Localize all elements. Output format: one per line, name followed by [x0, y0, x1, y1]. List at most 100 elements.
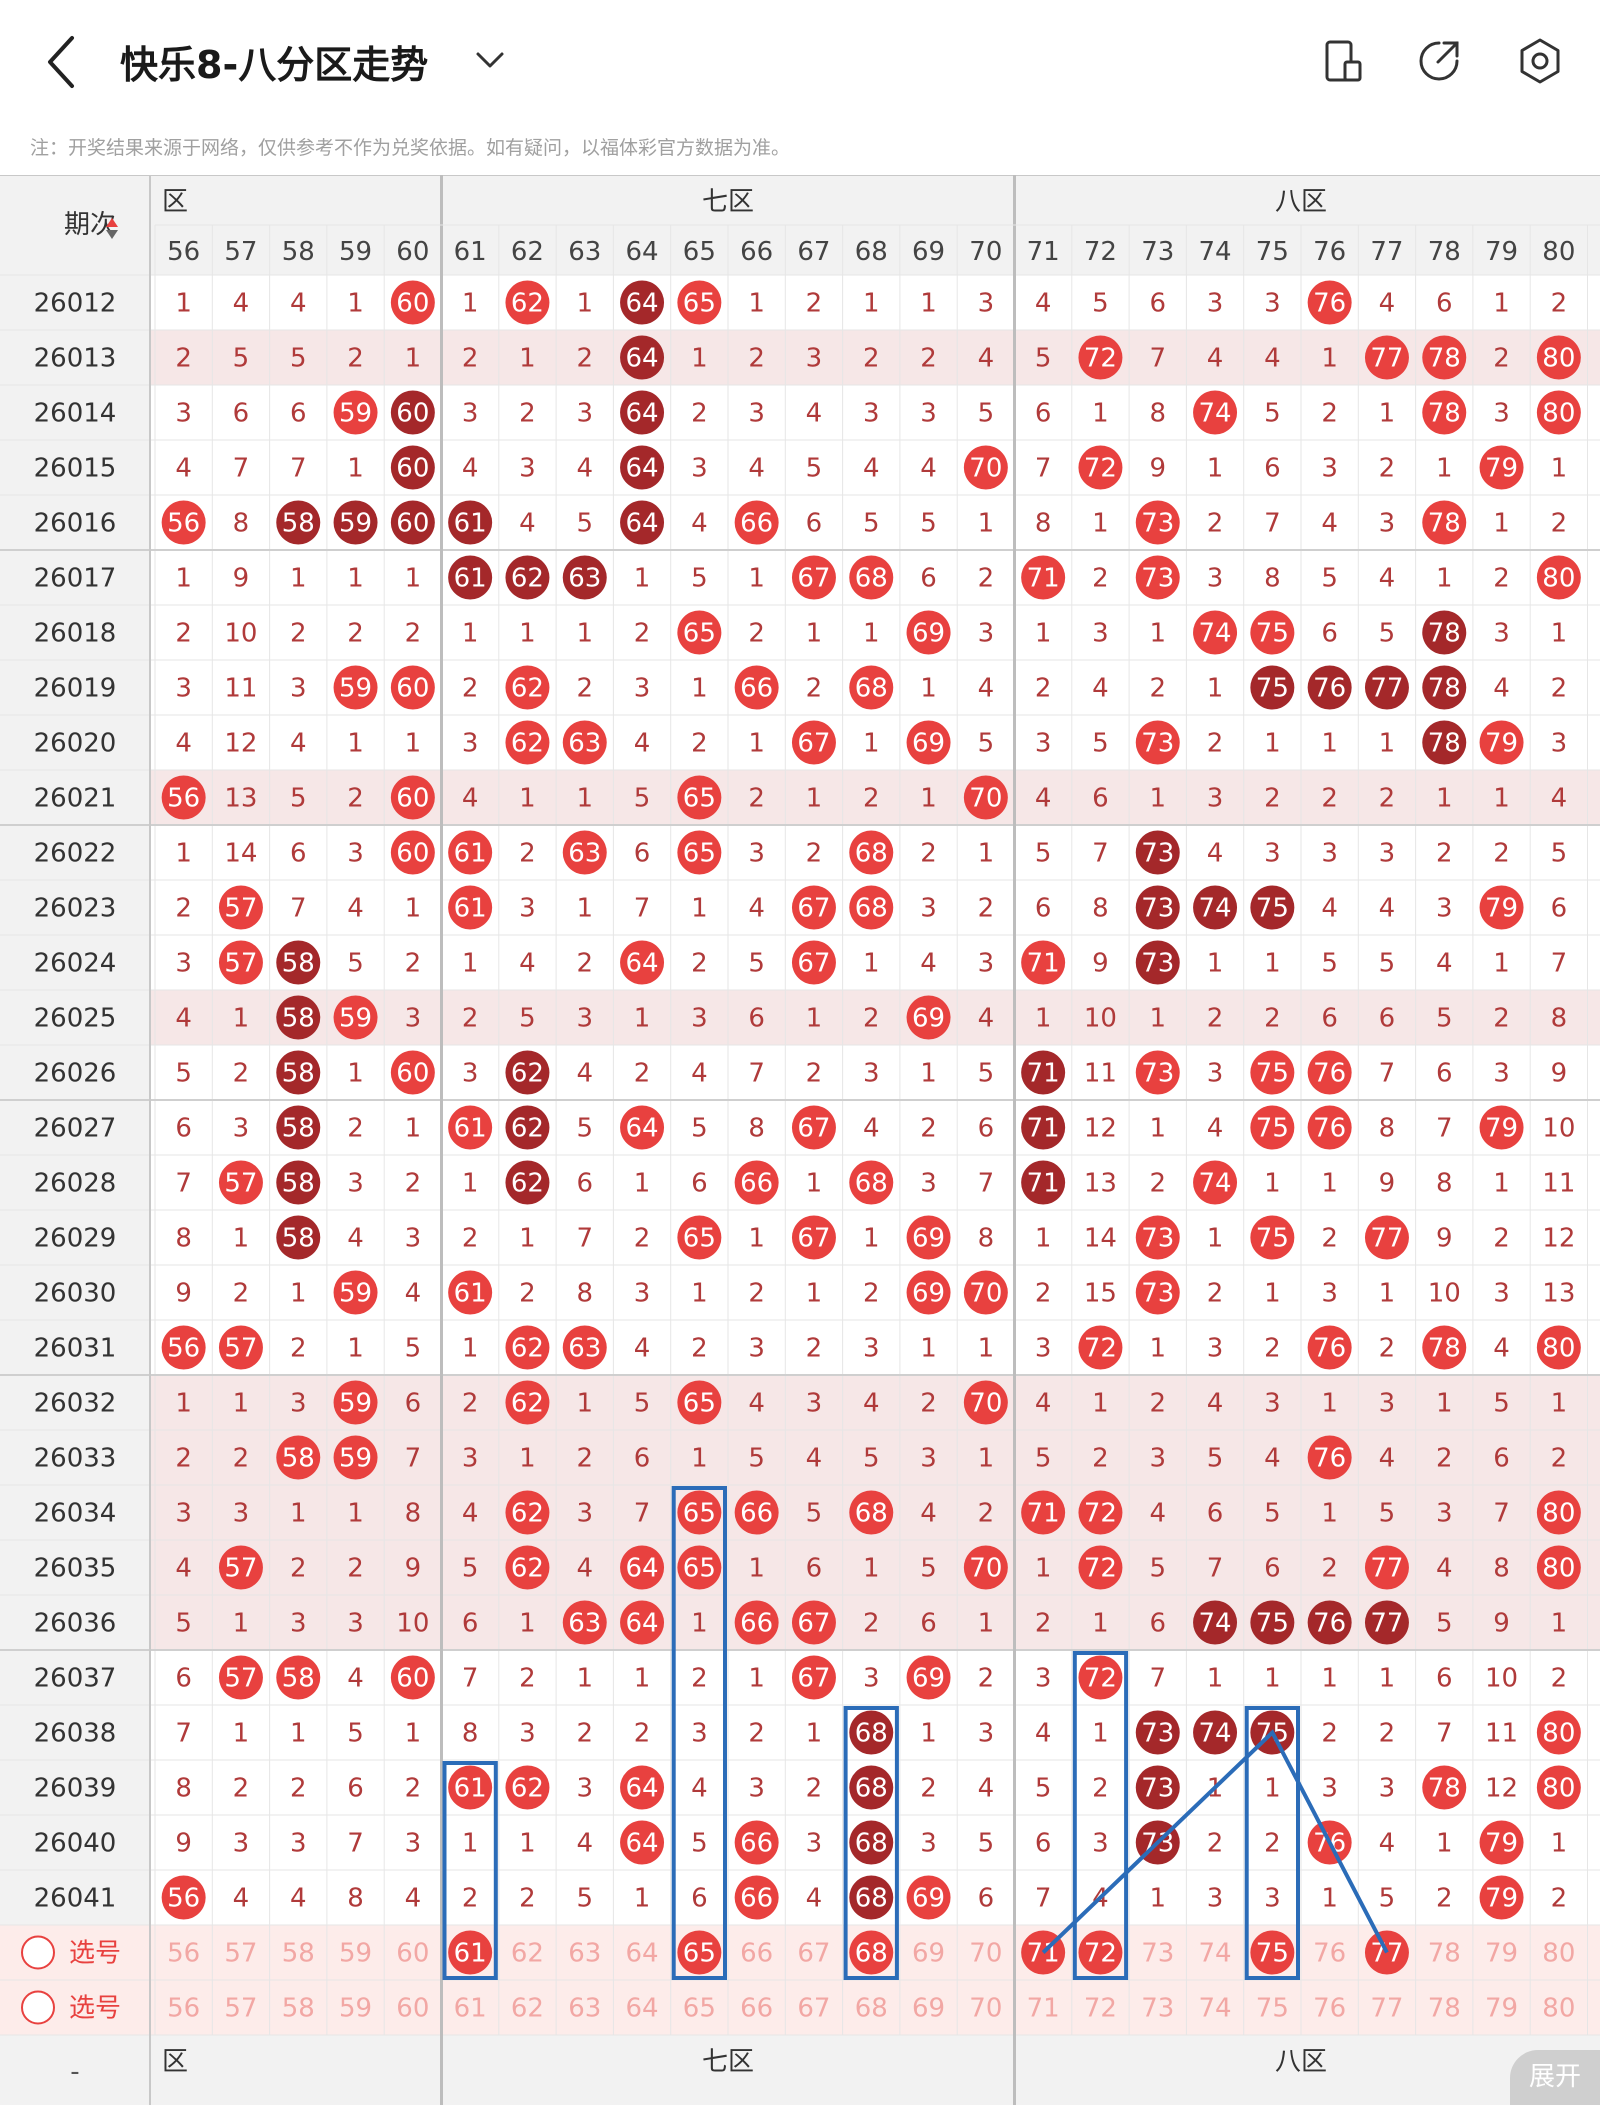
winning-ball	[333, 1270, 378, 1315]
winning-ball	[1422, 500, 1467, 545]
ball-number: 71	[1027, 1059, 1060, 1089]
miss-count: 7	[634, 894, 651, 924]
winning-ball	[620, 335, 665, 380]
miss-count: 6	[1035, 399, 1052, 429]
ball-number: 67	[797, 1664, 830, 1694]
miss-count: 3	[806, 344, 823, 374]
winning-ball	[677, 610, 722, 655]
winning-ball	[1479, 1875, 1524, 1920]
miss-count: 6	[1493, 1444, 1510, 1474]
period-number: 26020	[34, 729, 117, 759]
miss-count: 3	[978, 289, 995, 319]
miss-count: 3	[634, 674, 651, 704]
miss-count: 6	[175, 1664, 192, 1694]
miss-count: 2	[1379, 1334, 1396, 1364]
winning-ball	[791, 885, 836, 930]
winning-ball	[620, 500, 665, 545]
sort-up-icon	[106, 218, 118, 227]
ball-number: 58	[282, 1059, 315, 1089]
miss-count: 5	[576, 1884, 593, 1914]
miss-count: 2	[1149, 1169, 1166, 1199]
winning-ball	[963, 1270, 1008, 1315]
miss-count: 4	[1149, 1499, 1166, 1529]
winning-ball	[791, 555, 836, 600]
miss-count: 3	[1035, 1334, 1052, 1364]
miss-count: 6	[1436, 1059, 1453, 1089]
miss-count: 5	[920, 1554, 937, 1584]
miss-count: 10	[1428, 1279, 1461, 1309]
miss-count: 4	[920, 949, 937, 979]
winning-ball	[620, 445, 665, 490]
ball-number: 69	[912, 1004, 945, 1034]
device-icon[interactable]	[1318, 36, 1368, 86]
miss-count: 1	[519, 619, 536, 649]
miss-count: 5	[978, 399, 995, 429]
miss-count: 1	[806, 1169, 823, 1199]
miss-count: 6	[1264, 1554, 1281, 1584]
ball-number: 73	[1141, 729, 1174, 759]
ball-number: 78	[1428, 619, 1461, 649]
period-number: 26022	[34, 839, 117, 869]
miss-count: 3	[1035, 1664, 1052, 1694]
miss-count: 5	[175, 1609, 192, 1639]
winning-ball	[218, 1325, 263, 1370]
ball-number: 60	[396, 784, 429, 814]
miss-count: 6	[634, 839, 651, 869]
miss-count: 3	[462, 729, 479, 759]
expand-button[interactable]: 展开	[1510, 2050, 1600, 2105]
period-number: 26023	[34, 894, 117, 924]
miss-count: 5	[233, 344, 250, 374]
miss-count: 4	[1207, 1114, 1224, 1144]
ball-number: 79	[1485, 1114, 1518, 1144]
period-number: 26014	[34, 399, 117, 429]
miss-count: 6	[920, 1609, 937, 1639]
settings-icon[interactable]	[1515, 36, 1565, 86]
back-icon[interactable]	[40, 30, 84, 94]
miss-count: 4	[1264, 1444, 1281, 1474]
miss-count: 2	[290, 1334, 307, 1364]
ball-number: 62	[511, 1389, 544, 1419]
ball-number: 73	[1141, 1224, 1174, 1254]
miss-count: 3	[290, 1389, 307, 1419]
miss-count: 5	[576, 1114, 593, 1144]
miss-count: 3	[175, 674, 192, 704]
miss-count: 1	[748, 289, 765, 319]
miss-count: 1	[1321, 1884, 1338, 1914]
miss-count: 4	[462, 784, 479, 814]
ball-number: 77	[1370, 1609, 1403, 1639]
winning-ball	[505, 1325, 550, 1370]
ball-number: 62	[511, 1499, 544, 1529]
ball-number: 71	[1027, 949, 1060, 979]
miss-count: 2	[1264, 784, 1281, 814]
ball-number: 61	[454, 509, 487, 539]
miss-count: 2	[863, 784, 880, 814]
winning-ball	[620, 390, 665, 435]
chevron-down-icon[interactable]	[470, 40, 510, 80]
miss-count: 4	[1379, 1829, 1396, 1859]
miss-count: 3	[1264, 1884, 1281, 1914]
period-number: 26019	[34, 674, 117, 704]
period-number: 26033	[34, 1444, 117, 1474]
miss-count: 1	[920, 674, 937, 704]
miss-count: 5	[1379, 1499, 1396, 1529]
miss-count: 2	[634, 1224, 651, 1254]
winning-ball	[276, 1435, 321, 1480]
winning-ball	[791, 720, 836, 765]
miss-count: 7	[1207, 1554, 1224, 1584]
winning-ball	[390, 830, 435, 875]
miss-count: 3	[233, 1114, 250, 1144]
miss-count: 1	[1207, 1224, 1224, 1254]
ball-number: 62	[511, 1114, 544, 1144]
miss-count: 1	[347, 1499, 364, 1529]
miss-count: 5	[978, 1059, 995, 1089]
miss-count: 5	[978, 1829, 995, 1859]
miss-count: 2	[1321, 1554, 1338, 1584]
miss-count: 1	[863, 289, 880, 319]
miss-count: 6	[462, 1609, 479, 1639]
miss-count: 4	[634, 729, 651, 759]
share-icon[interactable]	[1414, 36, 1464, 86]
ball-number: 73	[1141, 1774, 1174, 1804]
ball-number: 57	[224, 1664, 257, 1694]
miss-count: 3	[1092, 619, 1109, 649]
miss-count: 8	[347, 1884, 364, 1914]
